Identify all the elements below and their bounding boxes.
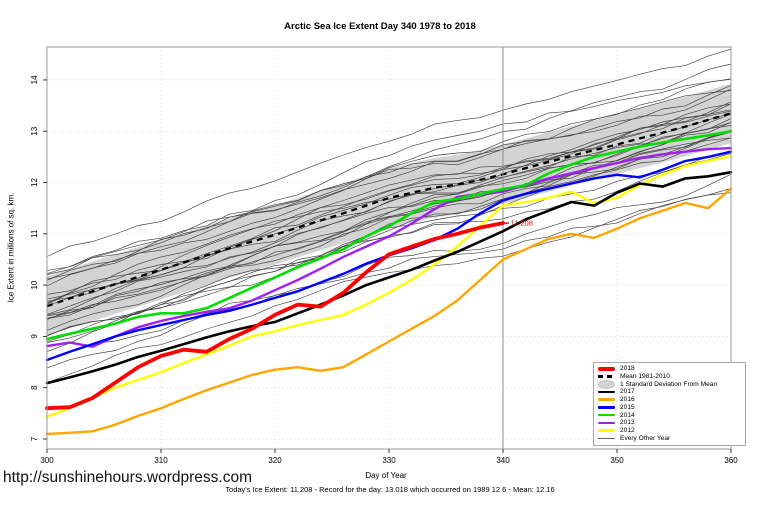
- stddev-band: [47, 83, 731, 336]
- y-tick-label: 13: [30, 126, 39, 135]
- legend-swatch-icon: [598, 375, 615, 378]
- other-year-line: [46, 122, 732, 331]
- y-tick-label: 7: [30, 436, 39, 441]
- legend-swatch-icon: [598, 367, 615, 371]
- legend-label: 2015: [620, 403, 635, 411]
- other-year-line: [46, 152, 732, 336]
- site-url-link[interactable]: http://sunshinehours.wordpress.com: [3, 469, 252, 486]
- other-year-line: [46, 63, 732, 271]
- x-tick-label: 310: [154, 456, 168, 465]
- legend-swatch-icon: [598, 429, 615, 432]
- other-year-line: [46, 118, 732, 319]
- other-year-line: [46, 188, 732, 369]
- legend-swatch-icon: [598, 421, 615, 424]
- y-tick-label: 8: [30, 385, 39, 390]
- legend-label: Every Other Year: [620, 434, 671, 442]
- series-2012-line: [45, 154, 733, 419]
- legend-label: 2016: [620, 396, 635, 404]
- series-2017-line: [45, 170, 733, 385]
- legend-item-mean-1981-2010: Mean 1981-2010: [598, 373, 745, 381]
- y-tick-label: 11: [30, 229, 39, 238]
- series-2018-line: [45, 221, 505, 411]
- legend-swatch-icon: [598, 406, 615, 409]
- other-year-line: [46, 101, 732, 295]
- other-year-line: [46, 192, 732, 384]
- other-year-line: [46, 125, 732, 319]
- other-year-line: [46, 137, 732, 343]
- x-tick-label: 320: [268, 456, 282, 465]
- other-year-line: [46, 113, 732, 302]
- other-year-line: [46, 78, 732, 280]
- legend-label: Mean 1981-2010: [620, 373, 670, 380]
- other-year-line: [46, 78, 732, 275]
- legend-item-1-standard-deviation-from-mean: 1 Standard Deviation From Mean: [598, 379, 745, 389]
- other-year-line: [46, 88, 732, 281]
- x-tick-label: 360: [724, 456, 738, 465]
- legend-swatch-icon: [598, 379, 615, 389]
- y-tick-label: 12: [30, 178, 39, 187]
- legend-item-2016: 2016: [598, 396, 745, 404]
- legend-label: 2014: [620, 411, 635, 419]
- status-caption: Today's Ice Extent: 11.208 - Record for …: [225, 485, 555, 494]
- legend-item-2013: 2013: [598, 419, 745, 427]
- legend-item-every-other-year: Every Other Year: [598, 434, 745, 442]
- legend-swatch-icon: [598, 390, 615, 394]
- y-tick-label: 9: [30, 334, 39, 339]
- legend-label: 2012: [620, 426, 635, 434]
- other-year-line: [46, 90, 732, 287]
- legend-label: 2018: [620, 365, 635, 373]
- current-extent-annotation: 11.208: [511, 219, 533, 228]
- legend-swatch-icon: [598, 413, 615, 417]
- legend-item-2017: 2017: [598, 388, 745, 396]
- x-tick-label: 300: [40, 456, 54, 465]
- other-year-line: [46, 110, 732, 305]
- other-year-line: [46, 48, 732, 257]
- series-2013-line: [45, 146, 733, 348]
- legend-swatch-icon: [598, 398, 615, 401]
- legend-swatch-icon: [598, 437, 615, 439]
- series-2016-line: [45, 187, 733, 436]
- legend-label: 1 Standard Deviation From Mean: [620, 380, 718, 388]
- x-tick-label: 330: [382, 456, 396, 465]
- other-year-line: [46, 121, 732, 315]
- legend-item-2015: 2015: [598, 404, 745, 412]
- legend-item-2012: 2012: [598, 427, 745, 435]
- other-year-line: [46, 85, 732, 275]
- legend-label: 2017: [620, 388, 635, 396]
- y-tick-label: 14: [30, 75, 39, 84]
- x-tick-label: 340: [496, 456, 510, 465]
- legend-item-2014: 2014: [598, 411, 745, 419]
- series-2014-line: [45, 129, 733, 341]
- x-tick-label: 350: [610, 456, 624, 465]
- legend-item-2018: 2018: [598, 365, 745, 373]
- other-year-line: [46, 109, 732, 300]
- legend: 2018 Mean 1981-2010 1 Standard Deviation F…: [593, 362, 746, 446]
- x-axis-label: Day of Year: [365, 471, 407, 480]
- y-tick-label: 10: [30, 280, 39, 289]
- legend-label: 2013: [620, 419, 635, 427]
- other-year-line: [46, 173, 732, 360]
- chart-title: Arctic Sea Ice Extent Day 340 1978 to 20…: [284, 21, 476, 32]
